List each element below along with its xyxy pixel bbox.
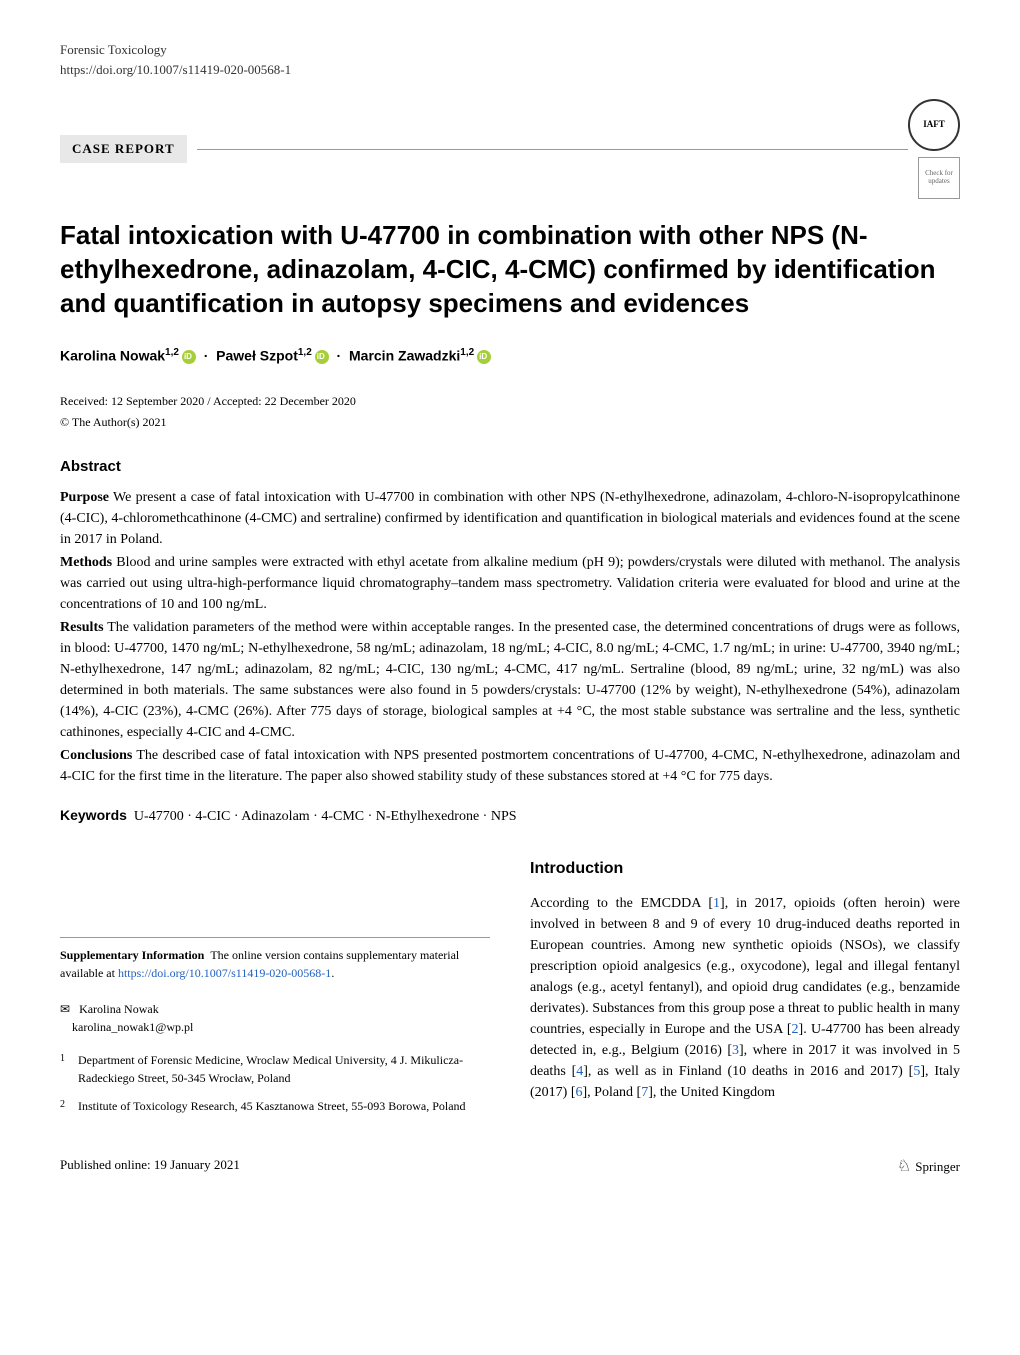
check-label-2: updates	[928, 178, 949, 186]
conclusions-label: Conclusions	[60, 748, 132, 763]
affil-2-text: Institute of Toxicology Research, 45 Kas…	[78, 1097, 466, 1115]
affil-1-text: Department of Forensic Medicine, Wroclaw…	[78, 1051, 490, 1087]
supp-link[interactable]: https://doi.org/10.1007/s11419-020-00568…	[118, 966, 331, 980]
purpose-text: We present a case of fatal intoxication …	[60, 490, 960, 547]
results-text: The validation parameters of the method …	[60, 620, 960, 740]
orcid-icon[interactable]	[182, 350, 196, 364]
affil-1-num: 1	[60, 1051, 78, 1087]
doi-line[interactable]: https://doi.org/10.1007/s11419-020-00568…	[60, 60, 960, 80]
keywords-label: Keywords	[60, 807, 127, 823]
keywords-line: Keywords U-47700 · 4-CIC · Adinazolam · …	[60, 805, 960, 827]
abstract-section: Abstract Purpose We present a case of fa…	[60, 456, 960, 787]
supplementary-info-box: Supplementary Information The online ver…	[60, 937, 490, 982]
left-column: Supplementary Information The online ver…	[60, 857, 490, 1125]
copyright-line: © The Author(s) 2021	[60, 413, 960, 431]
abstract-conclusions: Conclusions The described case of fatal …	[60, 745, 960, 787]
article-title: Fatal intoxication with U-47700 in combi…	[60, 219, 960, 320]
methods-label: Methods	[60, 555, 112, 570]
footer: Published online: 19 January 2021 ♘ Spri…	[60, 1155, 960, 1179]
publisher-name: Springer	[915, 1157, 960, 1177]
ref-3[interactable]: 3	[732, 1043, 739, 1058]
author-2-aff: 1,2	[298, 347, 312, 358]
supp-label: Supplementary Information	[60, 948, 204, 962]
intro-p5: ], as well as in Finland (10 deaths in 2…	[583, 1064, 913, 1079]
introduction-heading: Introduction	[530, 857, 960, 881]
badge-divider	[197, 149, 908, 150]
orcid-icon[interactable]	[477, 350, 491, 364]
intro-p2: ], in 2017, opioids (often heroin) were …	[530, 896, 960, 1037]
logos-container: IAFT Check for updates	[908, 99, 960, 199]
publisher-logo: ♘ Springer	[897, 1155, 960, 1179]
methods-text: Blood and urine samples were extracted w…	[60, 555, 960, 612]
author-3-aff: 1,2	[460, 347, 474, 358]
keywords-text: U-47700 · 4-CIC · Adinazolam · 4-CMC · N…	[134, 809, 517, 824]
abstract-methods: Methods Blood and urine samples were ext…	[60, 552, 960, 615]
intro-p7: ], Poland [	[583, 1085, 642, 1100]
intro-p8: ], the United Kingdom	[648, 1085, 775, 1100]
check-updates-icon[interactable]: Check for updates	[918, 157, 960, 199]
author-1-aff: 1,2	[165, 347, 179, 358]
two-column-layout: Supplementary Information The online ver…	[60, 857, 960, 1125]
iaft-logo-icon: IAFT	[908, 99, 960, 151]
conclusions-text: The described case of fatal intoxication…	[60, 748, 960, 784]
purpose-label: Purpose	[60, 490, 109, 505]
corresponding-author: ✉ Karolina Nowak karolina_nowak1@wp.pl	[60, 1000, 490, 1036]
case-report-badge: CASE REPORT	[60, 135, 187, 163]
abstract-purpose: Purpose We present a case of fatal intox…	[60, 487, 960, 550]
journal-name: Forensic Toxicology	[60, 40, 960, 60]
results-label: Results	[60, 620, 104, 635]
affil-2-num: 2	[60, 1097, 78, 1115]
ref-2[interactable]: 2	[792, 1022, 799, 1037]
ref-1[interactable]: 1	[713, 896, 720, 911]
corresp-email[interactable]: karolina_nowak1@wp.pl	[72, 1020, 193, 1034]
author-3[interactable]: Marcin Zawadzki	[349, 348, 460, 364]
orcid-icon[interactable]	[315, 350, 329, 364]
affiliation-2: 2 Institute of Toxicology Research, 45 K…	[60, 1097, 490, 1115]
badge-row: CASE REPORT IAFT Check for updates	[60, 99, 960, 199]
affiliation-1: 1 Department of Forensic Medicine, Wrocl…	[60, 1051, 490, 1087]
intro-p1: According to the EMCDDA [	[530, 896, 713, 911]
author-1[interactable]: Karolina Nowak	[60, 348, 165, 364]
abstract-results: Results The validation parameters of the…	[60, 617, 960, 743]
introduction-text: According to the EMCDDA [1], in 2017, op…	[530, 893, 960, 1103]
authors-line: Karolina Nowak1,2 · Paweł Szpot1,2 · Mar…	[60, 345, 960, 367]
abstract-heading: Abstract	[60, 456, 960, 479]
dates-line: Received: 12 September 2020 / Accepted: …	[60, 392, 960, 410]
ref-6[interactable]: 6	[576, 1085, 583, 1100]
author-2[interactable]: Paweł Szpot	[216, 348, 298, 364]
envelope-icon: ✉	[60, 1000, 70, 1018]
springer-horse-icon: ♘	[897, 1155, 911, 1179]
right-column: Introduction According to the EMCDDA [1]…	[530, 857, 960, 1125]
published-online: Published online: 19 January 2021	[60, 1155, 240, 1179]
corresp-name: Karolina Nowak	[79, 1002, 159, 1016]
